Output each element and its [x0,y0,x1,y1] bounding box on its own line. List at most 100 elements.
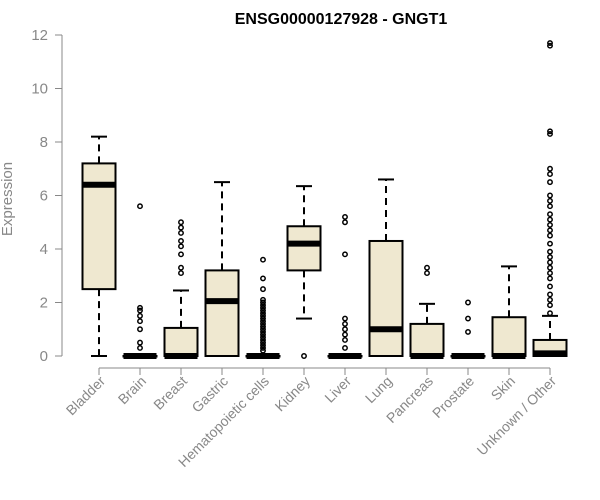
box-group [409,264,445,359]
box [286,225,322,272]
outlier-point [547,216,553,223]
box-group [122,203,158,359]
outlier-point [260,318,266,325]
outlier-point [137,203,143,210]
outlier-point [178,243,184,250]
y-tick-label: 4 [40,241,48,258]
y-tick-label: 8 [40,134,48,151]
y-axis: 0 2 4 6 8 10 12 [31,27,63,365]
outlier-point [342,345,348,351]
outlier-point [547,296,553,303]
outlier-point [547,283,553,290]
outlier-point [424,270,430,277]
outlier-point [342,337,348,343]
y-axis-label: Expression [0,162,16,236]
outlier-point [137,318,143,325]
box-group [163,219,199,359]
outlier-point [547,211,553,218]
x-tick-label: Kidney [272,373,314,415]
outlier-point [547,259,553,266]
outlier-point [260,286,266,293]
x-tick-label: Liver [321,373,354,406]
outlier-point [260,334,266,341]
outlier-point [547,197,553,204]
outlier-point [301,353,307,359]
outlier-point [260,337,266,343]
x-tick-label: Bladder [63,373,109,419]
box [204,269,240,357]
outlier-point [547,40,553,46]
outlier-point [260,275,266,282]
outlier-point [178,230,184,236]
outlier-point [547,291,553,298]
outlier-point [547,171,553,178]
outlier-point [547,275,553,282]
y-tick-label: 10 [31,81,48,98]
outlier-point [342,331,348,338]
outlier-point [547,131,553,137]
outlier-point [260,347,266,354]
outlier-point [547,221,553,228]
outlier-point [342,320,348,327]
outlier-point [260,331,266,338]
outlier-point [137,312,143,319]
outlier-point [260,302,266,309]
outlier-point [260,310,266,317]
outlier-point [260,339,266,346]
outlier-point [547,270,553,277]
outlier-point [547,128,553,135]
outlier-point [260,328,266,335]
box-group [204,181,240,357]
outlier-point [465,315,471,322]
box-group [81,135,117,357]
box-group [245,256,281,359]
x-tick-label: Skin [488,373,519,404]
outlier-point [178,219,184,226]
outlier-point [260,320,266,327]
outlier-point [178,224,184,231]
outlier-point [137,326,143,333]
box [368,239,404,358]
outlier-point [260,345,266,351]
outlier-point [547,264,553,271]
outlier-point [342,219,348,226]
outlier-point [260,312,266,319]
x-tick-label: Prostate [429,373,477,421]
x-tick-label: Lung [362,373,395,406]
outlier-point [260,315,266,322]
outlier-point [137,304,143,311]
outlier-point [260,304,266,311]
box-group [450,299,486,359]
chart-title: ENSG00000127928 - GNGT1 [235,11,448,28]
box [163,326,199,358]
outlier-point [424,264,430,271]
outlier-point [260,342,266,349]
outlier-point [260,299,266,306]
outlier-point [547,248,553,255]
y-tick-label: 6 [40,188,48,205]
outlier-point [137,307,143,314]
box-group [286,185,322,359]
outlier-point [178,270,184,277]
outlier-point [178,251,184,258]
outlier-point [260,326,266,333]
y-tick-label: 0 [40,348,48,365]
x-tick-label: Brain [115,373,149,407]
outlier-point [547,227,553,234]
box-group [368,178,404,358]
outlier-point [260,296,266,303]
box-series [81,40,568,359]
outlier-point [547,240,553,247]
box-group [491,265,527,359]
box [491,316,527,357]
outlier-point [260,307,266,314]
box-group [327,213,363,359]
x-tick-label: Breast [150,373,190,413]
outlier-point [547,254,553,260]
outlier-point [547,192,553,199]
outlier-point [137,345,143,351]
outlier-point [260,256,266,263]
y-tick-label: 12 [31,27,48,44]
